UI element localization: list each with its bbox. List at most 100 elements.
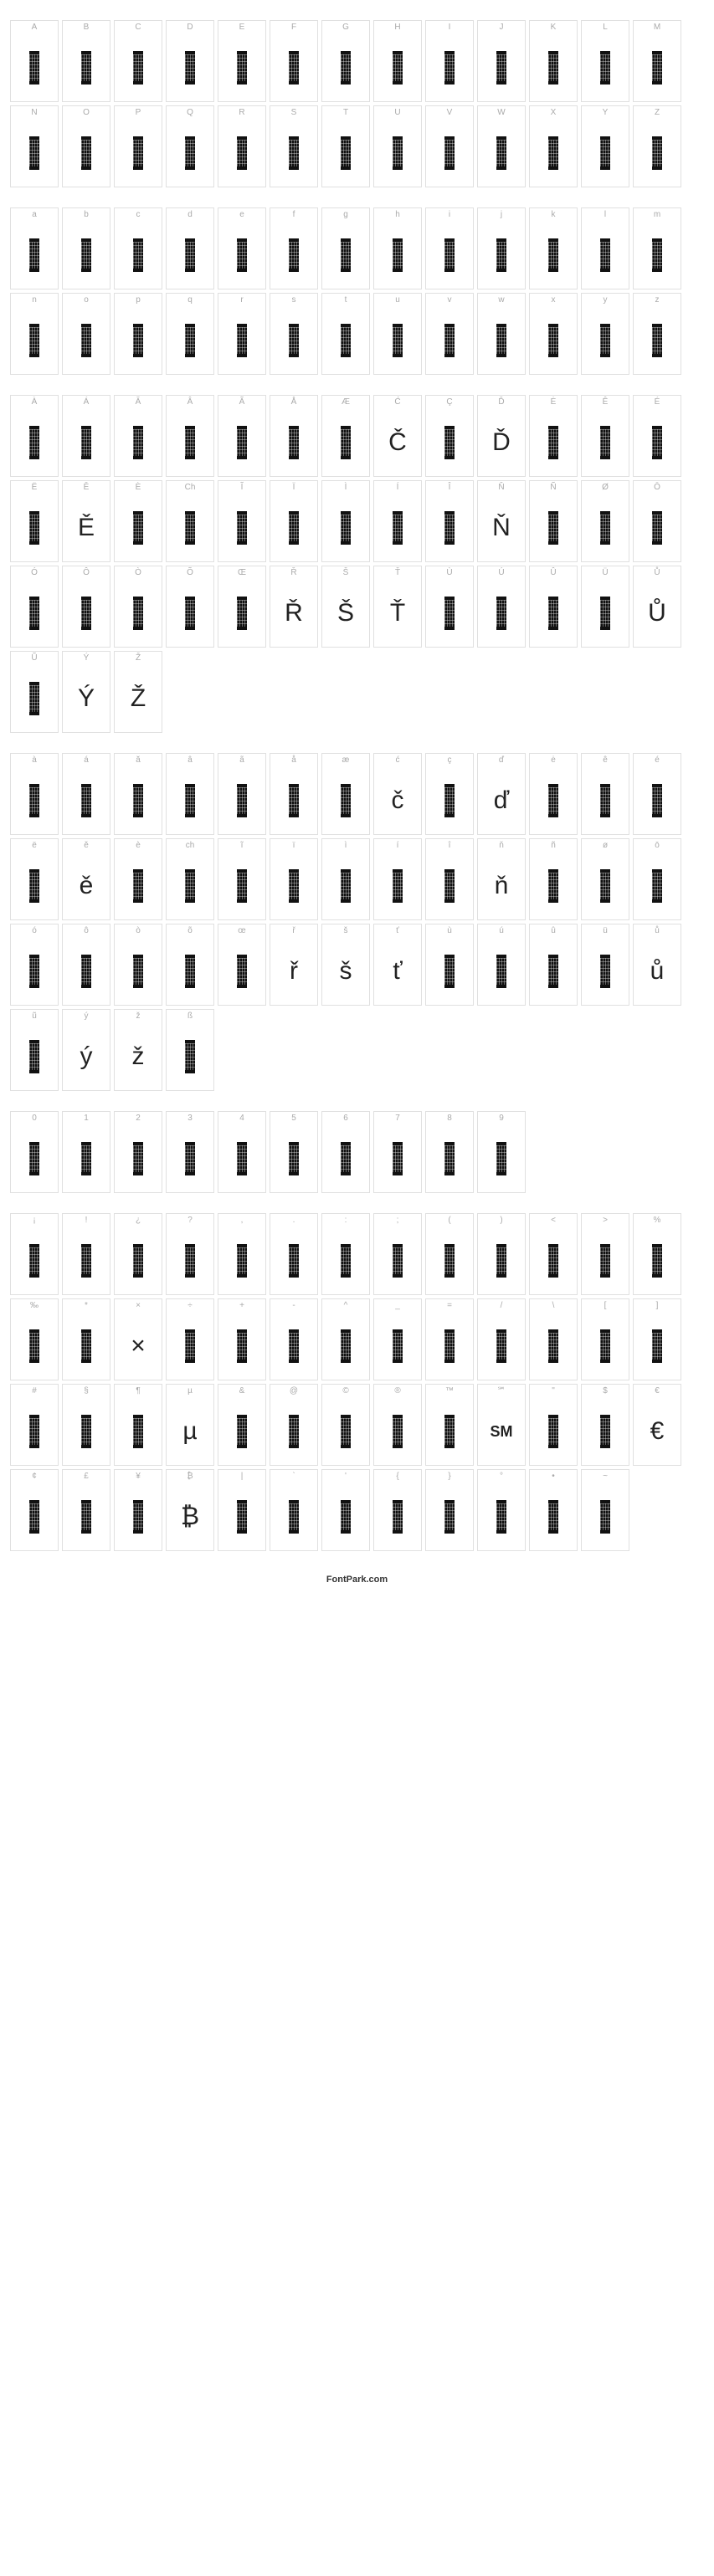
cell-label: > (582, 1214, 629, 1227)
cell-glyph: Ž (115, 665, 162, 732)
cell-glyph (426, 222, 473, 289)
empty-cell (529, 651, 578, 733)
missing-glyph-icon (237, 136, 247, 170)
cell-glyph: ě (63, 853, 110, 919)
cell-glyph: ň (478, 853, 525, 919)
cell-glyph (426, 1125, 473, 1192)
cell-label: h (374, 208, 421, 222)
missing-glyph-icon (341, 51, 351, 85)
cell-glyph (478, 580, 525, 647)
cell-label: ¥ (115, 1470, 162, 1483)
cell-label: Á (63, 396, 110, 409)
glyph-text: ě (80, 873, 94, 899)
missing-glyph-icon (444, 955, 455, 988)
cell-glyph (322, 222, 369, 289)
missing-glyph-icon (81, 1500, 91, 1534)
cell-label: C (115, 21, 162, 34)
cell-glyph: Ý (63, 665, 110, 732)
missing-glyph-icon (548, 238, 558, 272)
glyph-cell: Á (62, 395, 110, 477)
glyph-cell: å (270, 753, 318, 835)
glyph-cell: H (373, 20, 422, 102)
missing-glyph-icon (81, 136, 91, 170)
cell-glyph (582, 580, 629, 647)
cell-glyph (115, 1227, 162, 1294)
glyph-cell: Ê (581, 395, 629, 477)
missing-glyph-icon (444, 1244, 455, 1278)
glyph-cell: ) (477, 1213, 526, 1295)
missing-glyph-icon (29, 869, 39, 903)
cell-label: Ñ (530, 481, 577, 494)
glyph-cell: t (321, 293, 370, 375)
missing-glyph-icon (652, 51, 662, 85)
glyph-cell: Â (166, 395, 214, 477)
glyph-cell: ó (10, 924, 59, 1006)
cell-label: s (270, 294, 317, 307)
cell-glyph (11, 1227, 58, 1294)
cell-glyph (426, 938, 473, 1005)
cell-glyph (322, 1125, 369, 1192)
cell-glyph (11, 1483, 58, 1550)
cell-label: 3 (167, 1112, 213, 1125)
missing-glyph-icon (29, 784, 39, 817)
missing-glyph-icon (29, 1040, 39, 1073)
glyph-cell: ă (114, 753, 162, 835)
cell-glyph (11, 938, 58, 1005)
cell-glyph (63, 34, 110, 101)
cell-glyph (530, 1313, 577, 1380)
missing-glyph-icon (237, 784, 247, 817)
cell-label: Ō (634, 481, 681, 494)
cell-label: m (634, 208, 681, 222)
cell-label: Ž (115, 652, 162, 665)
glyph-cell: Ñ (529, 480, 578, 562)
cell-label: : (322, 1214, 369, 1227)
missing-glyph-icon (185, 136, 195, 170)
cell-glyph (63, 409, 110, 476)
cell-glyph (115, 938, 162, 1005)
glyph-cell: ĎĎ (477, 395, 526, 477)
missing-glyph-icon (393, 136, 403, 170)
glyph-cell: šš (321, 924, 370, 1006)
cell-glyph: Ť (374, 580, 421, 647)
glyph-cell: Û (529, 566, 578, 648)
missing-glyph-icon (341, 238, 351, 272)
cell-glyph (322, 120, 369, 187)
missing-glyph-icon (29, 1415, 39, 1448)
cell-label: i (426, 208, 473, 222)
cell-glyph (218, 580, 265, 647)
missing-glyph-icon (548, 51, 558, 85)
cell-label: è (115, 839, 162, 853)
glyph-cell: ® (373, 1384, 422, 1466)
cell-glyph (167, 307, 213, 374)
cell-label: ø (582, 839, 629, 853)
glyph-cell: ê (581, 753, 629, 835)
glyph-cell: % (633, 1213, 681, 1295)
cell-label: _ (374, 1299, 421, 1313)
cell-label: ũ (11, 1010, 58, 1023)
section-accented-upper: ÀÁĂÂÃÅÆĆČÇĎĎĖÊÉËĚĚÈChĨÏÌÍÎŇŇÑØŌÓÔÒÕŒŘŘŠŠ… (10, 395, 704, 733)
cell-label: ! (63, 1214, 110, 1227)
cell-label: Ú (478, 566, 525, 580)
glyph-cell: Ĩ (218, 480, 266, 562)
glyph-cell: ß (166, 1009, 214, 1091)
glyph-cell: S (270, 105, 318, 187)
missing-glyph-icon (393, 511, 403, 545)
cell-label: ® (374, 1385, 421, 1398)
glyph-cell: ? (166, 1213, 214, 1295)
cell-label: ė (530, 754, 577, 767)
cell-glyph (426, 494, 473, 561)
cell-label: Ô (63, 566, 110, 580)
cell-glyph (478, 120, 525, 187)
missing-glyph-icon (289, 784, 299, 817)
missing-glyph-icon (341, 136, 351, 170)
glyph-grid: abcdefghijklmnopqrstuvwxyz (10, 207, 704, 375)
cell-glyph (582, 853, 629, 919)
missing-glyph-icon (289, 51, 299, 85)
section-uppercase: ABCDEFGHIJKLMNOPQRSTUVWXYZ (10, 20, 704, 187)
cell-label: £ (63, 1470, 110, 1483)
cell-label: Q (167, 106, 213, 120)
cell-glyph (11, 34, 58, 101)
missing-glyph-icon (289, 1415, 299, 1448)
cell-glyph (530, 853, 577, 919)
missing-glyph-icon (600, 238, 610, 272)
